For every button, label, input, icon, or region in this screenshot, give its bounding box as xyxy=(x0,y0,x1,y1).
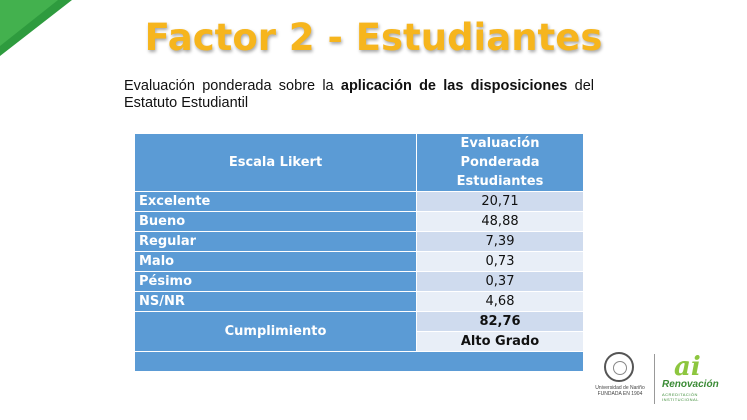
header-eval-line1: Evaluación Ponderada xyxy=(460,136,540,170)
footer-logos: Universidad de Nariño FUNDADA EN 1904 ai… xyxy=(595,352,736,412)
row-label: Malo xyxy=(134,251,417,272)
table-row: Excelente 20,71 xyxy=(134,191,584,212)
row-value: 4,68 xyxy=(416,291,584,312)
table-row: Malo 0,73 xyxy=(134,251,584,272)
header-evaluation: Evaluación Ponderada Estudiantes xyxy=(416,133,584,192)
slide-description: Evaluación ponderada sobre la aplicación… xyxy=(124,78,594,112)
row-label: Excelente xyxy=(134,191,417,212)
table-header-row: Escala Likert Evaluación Ponderada Estud… xyxy=(134,133,584,192)
likert-table: Escala Likert Evaluación Ponderada Estud… xyxy=(134,133,584,372)
row-label: Pésimo xyxy=(134,271,417,292)
row-value: 20,71 xyxy=(416,191,584,212)
table-row: NS/NR 4,68 xyxy=(134,291,584,312)
cumplimiento-value: 82,76 xyxy=(416,311,584,332)
university-name: Universidad de Nariño xyxy=(595,385,645,391)
header-scale: Escala Likert xyxy=(134,133,417,192)
table-row: Pésimo 0,37 xyxy=(134,271,584,292)
table-footer-row xyxy=(134,351,584,372)
renovacion-subtitle: ACREDITACIÓN INSTITUCIONAL xyxy=(662,392,699,402)
row-value: 48,88 xyxy=(416,211,584,232)
table-row: Regular 7,39 xyxy=(134,231,584,252)
corner-triangle-inner xyxy=(0,0,58,46)
row-label: Regular xyxy=(134,231,417,252)
row-value: 0,37 xyxy=(416,271,584,292)
row-label: Bueno xyxy=(134,211,417,232)
row-label: NS/NR xyxy=(134,291,417,312)
cumplimiento-grade-row: Alto Grado xyxy=(135,331,584,352)
description-bold: aplicación de las disposiciones xyxy=(340,78,568,94)
cumplimiento-grade: Alto Grado xyxy=(416,331,584,352)
description-part1: Evaluación ponderada sobre la xyxy=(124,78,341,94)
slide-title: Factor 2 - Estudiantes xyxy=(144,16,603,59)
renovacion-name: Renovación xyxy=(662,379,719,390)
table-row: Bueno 48,88 xyxy=(134,211,584,232)
renovacion-logo-icon: ai xyxy=(674,352,701,382)
cumplimiento-label: Cumplimiento xyxy=(134,311,417,352)
university-subtitle: FUNDADA EN 1904 xyxy=(597,391,643,397)
description-part2: del Estatuto Estudiantil xyxy=(124,78,594,111)
logo-divider xyxy=(654,354,655,404)
header-eval-line2: Estudiantes xyxy=(456,174,544,189)
cumplimiento-row: Cumplimiento 82,76 xyxy=(134,311,584,352)
university-seal-icon xyxy=(604,352,634,382)
row-value: 0,73 xyxy=(416,251,584,272)
university-logo-text: Universidad de Nariño FUNDADA EN 1904 xyxy=(592,385,648,397)
row-value: 7,39 xyxy=(416,231,584,252)
table-footer xyxy=(134,351,584,372)
